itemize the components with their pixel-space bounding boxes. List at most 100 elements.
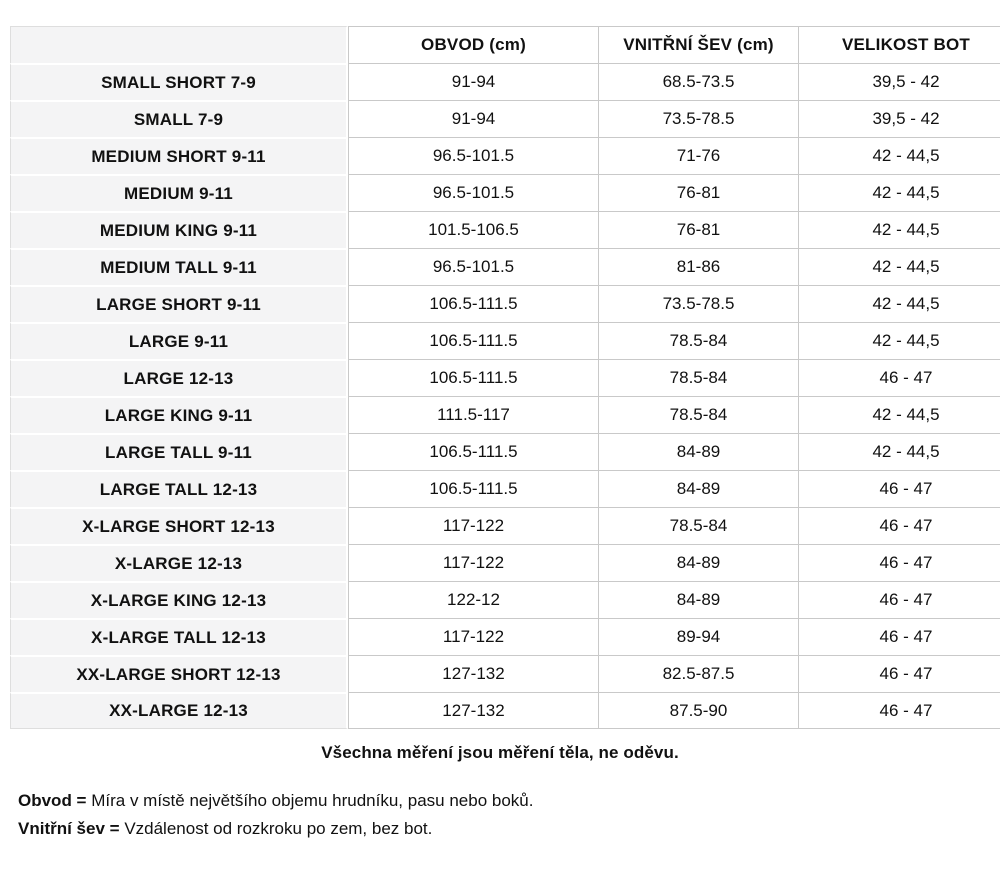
obvod-cell: 117-122 [348, 507, 598, 544]
table-row: X-LARGE KING 12-13 122-12 84-89 46 - 47 [10, 581, 1000, 618]
vnitrni-sev-cell: 78.5-84 [598, 322, 798, 359]
vnitrni-sev-cell: 76-81 [598, 174, 798, 211]
table-row: MEDIUM KING 9-11 101.5-106.5 76-81 42 - 44,… [10, 211, 1000, 248]
size-label-cell: SMALL SHORT 7-9 [10, 63, 348, 100]
velikost-bot-cell: 46 - 47 [798, 618, 1000, 655]
size-label-cell: LARGE TALL 12-13 [10, 470, 348, 507]
definition-obvod-text: Míra v místě největšího objemu hrudníku,… [91, 791, 534, 810]
table-row: LARGE KING 9-11 111.5-117 78.5-84 42 - 44,5 [10, 396, 1000, 433]
table-row: LARGE TALL 9-11 106.5-111.5 84-89 42 - 44,5 [10, 433, 1000, 470]
velikost-bot-cell: 42 - 44,5 [798, 174, 1000, 211]
obvod-cell: 127-132 [348, 655, 598, 692]
obvod-cell: 117-122 [348, 618, 598, 655]
definitions-block: Obvod = Míra v místě největšího objemu h… [18, 787, 1000, 843]
table-row: XX-LARGE 12-13 127-132 87.5-90 46 - 47 [10, 692, 1000, 729]
obvod-cell: 106.5-111.5 [348, 359, 598, 396]
velikost-bot-cell: 46 - 47 [798, 655, 1000, 692]
velikost-bot-cell: 42 - 44,5 [798, 211, 1000, 248]
vnitrni-sev-cell: 78.5-84 [598, 396, 798, 433]
size-label-cell: X-LARGE SHORT 12-13 [10, 507, 348, 544]
table-row: SMALL SHORT 7-9 91-94 68.5-73.5 39,5 - 42 [10, 63, 1000, 100]
vnitrni-sev-cell: 84-89 [598, 581, 798, 618]
vnitrni-sev-cell: 84-89 [598, 433, 798, 470]
column-header-velikost-bot: VELIKOST BOT [798, 26, 1000, 63]
size-label-cell: MEDIUM SHORT 9-11 [10, 137, 348, 174]
table-row: MEDIUM 9-11 96.5-101.5 76-81 42 - 44,5 [10, 174, 1000, 211]
size-label-cell: MEDIUM TALL 9-11 [10, 248, 348, 285]
velikost-bot-cell: 42 - 44,5 [798, 322, 1000, 359]
obvod-cell: 127-132 [348, 692, 598, 729]
velikost-bot-cell: 46 - 47 [798, 470, 1000, 507]
velikost-bot-cell: 46 - 47 [798, 692, 1000, 729]
velikost-bot-cell: 46 - 47 [798, 581, 1000, 618]
velikost-bot-cell: 39,5 - 42 [798, 63, 1000, 100]
obvod-cell: 106.5-111.5 [348, 433, 598, 470]
velikost-bot-cell: 42 - 44,5 [798, 285, 1000, 322]
size-label-cell: LARGE 12-13 [10, 359, 348, 396]
table-row: LARGE SHORT 9-11 106.5-111.5 73.5-78.5 42 -… [10, 285, 1000, 322]
obvod-cell: 91-94 [348, 63, 598, 100]
table-row: SMALL 7-9 91-94 73.5-78.5 39,5 - 42 [10, 100, 1000, 137]
obvod-cell: 96.5-101.5 [348, 248, 598, 285]
obvod-cell: 101.5-106.5 [348, 211, 598, 248]
size-label-cell: MEDIUM 9-11 [10, 174, 348, 211]
velikost-bot-cell: 42 - 44,5 [798, 248, 1000, 285]
obvod-cell: 106.5-111.5 [348, 322, 598, 359]
definition-obvod: Obvod = Míra v místě největšího objemu h… [18, 787, 1000, 815]
size-chart-table: OBVOD (cm) VNITŘNÍ ŠEV (cm) VELIKOST BOT… [10, 26, 1000, 729]
velikost-bot-cell: 42 - 44,5 [798, 396, 1000, 433]
table-row: LARGE 12-13 106.5-111.5 78.5-84 46 - 47 [10, 359, 1000, 396]
column-header-vnitrni-sev: VNITŘNÍ ŠEV (cm) [598, 26, 798, 63]
vnitrni-sev-cell: 82.5-87.5 [598, 655, 798, 692]
size-label-cell: LARGE SHORT 9-11 [10, 285, 348, 322]
size-label-cell: SMALL 7-9 [10, 100, 348, 137]
size-label-cell: LARGE KING 9-11 [10, 396, 348, 433]
velikost-bot-cell: 42 - 44,5 [798, 433, 1000, 470]
measurement-note: Všechna měření jsou měření těla, ne oděv… [321, 743, 679, 762]
table-row: MEDIUM TALL 9-11 96.5-101.5 81-86 42 - 44,5 [10, 248, 1000, 285]
corner-cell [10, 26, 348, 63]
velikost-bot-cell: 42 - 44,5 [798, 137, 1000, 174]
vnitrni-sev-cell: 73.5-78.5 [598, 285, 798, 322]
table-row: LARGE TALL 12-13 106.5-111.5 84-89 46 - 47 [10, 470, 1000, 507]
vnitrni-sev-cell: 84-89 [598, 544, 798, 581]
vnitrni-sev-cell: 89-94 [598, 618, 798, 655]
size-label-cell: XX-LARGE 12-13 [10, 692, 348, 729]
size-label-cell: LARGE 9-11 [10, 322, 348, 359]
vnitrni-sev-cell: 76-81 [598, 211, 798, 248]
table-row: X-LARGE TALL 12-13 117-122 89-94 46 - 47 [10, 618, 1000, 655]
size-label-cell: X-LARGE KING 12-13 [10, 581, 348, 618]
size-label-cell: MEDIUM KING 9-11 [10, 211, 348, 248]
size-label-cell: XX-LARGE SHORT 12-13 [10, 655, 348, 692]
velikost-bot-cell: 46 - 47 [798, 544, 1000, 581]
size-label-cell: X-LARGE 12-13 [10, 544, 348, 581]
table-row: XX-LARGE SHORT 12-13 127-132 82.5-87.5 46 -… [10, 655, 1000, 692]
header-row: OBVOD (cm) VNITŘNÍ ŠEV (cm) VELIKOST BOT [10, 26, 1000, 63]
velikost-bot-cell: 46 - 47 [798, 359, 1000, 396]
vnitrni-sev-cell: 78.5-84 [598, 507, 798, 544]
table-row: MEDIUM SHORT 9-11 96.5-101.5 71-76 42 - 44,… [10, 137, 1000, 174]
table-row: X-LARGE 12-13 117-122 84-89 46 - 47 [10, 544, 1000, 581]
size-label-cell: LARGE TALL 9-11 [10, 433, 348, 470]
definition-obvod-term: Obvod = [18, 791, 87, 810]
vnitrni-sev-cell: 84-89 [598, 470, 798, 507]
column-header-obvod: OBVOD (cm) [348, 26, 598, 63]
vnitrni-sev-cell: 78.5-84 [598, 359, 798, 396]
obvod-cell: 122-12 [348, 581, 598, 618]
obvod-cell: 106.5-111.5 [348, 470, 598, 507]
definition-vnitrni-sev-text: Vzdálenost od rozkroku po zem, bez bot. [124, 819, 433, 838]
vnitrni-sev-cell: 87.5-90 [598, 692, 798, 729]
obvod-cell: 106.5-111.5 [348, 285, 598, 322]
vnitrni-sev-cell: 71-76 [598, 137, 798, 174]
vnitrni-sev-cell: 68.5-73.5 [598, 63, 798, 100]
definition-vnitrni-sev-term: Vnitřní šev = [18, 819, 120, 838]
obvod-cell: 96.5-101.5 [348, 174, 598, 211]
size-label-cell: X-LARGE TALL 12-13 [10, 618, 348, 655]
vnitrni-sev-cell: 73.5-78.5 [598, 100, 798, 137]
velikost-bot-cell: 46 - 47 [798, 507, 1000, 544]
size-table-body: SMALL SHORT 7-9 91-94 68.5-73.5 39,5 - 42 SM… [10, 63, 1000, 729]
obvod-cell: 117-122 [348, 544, 598, 581]
velikost-bot-cell: 39,5 - 42 [798, 100, 1000, 137]
obvod-cell: 111.5-117 [348, 396, 598, 433]
